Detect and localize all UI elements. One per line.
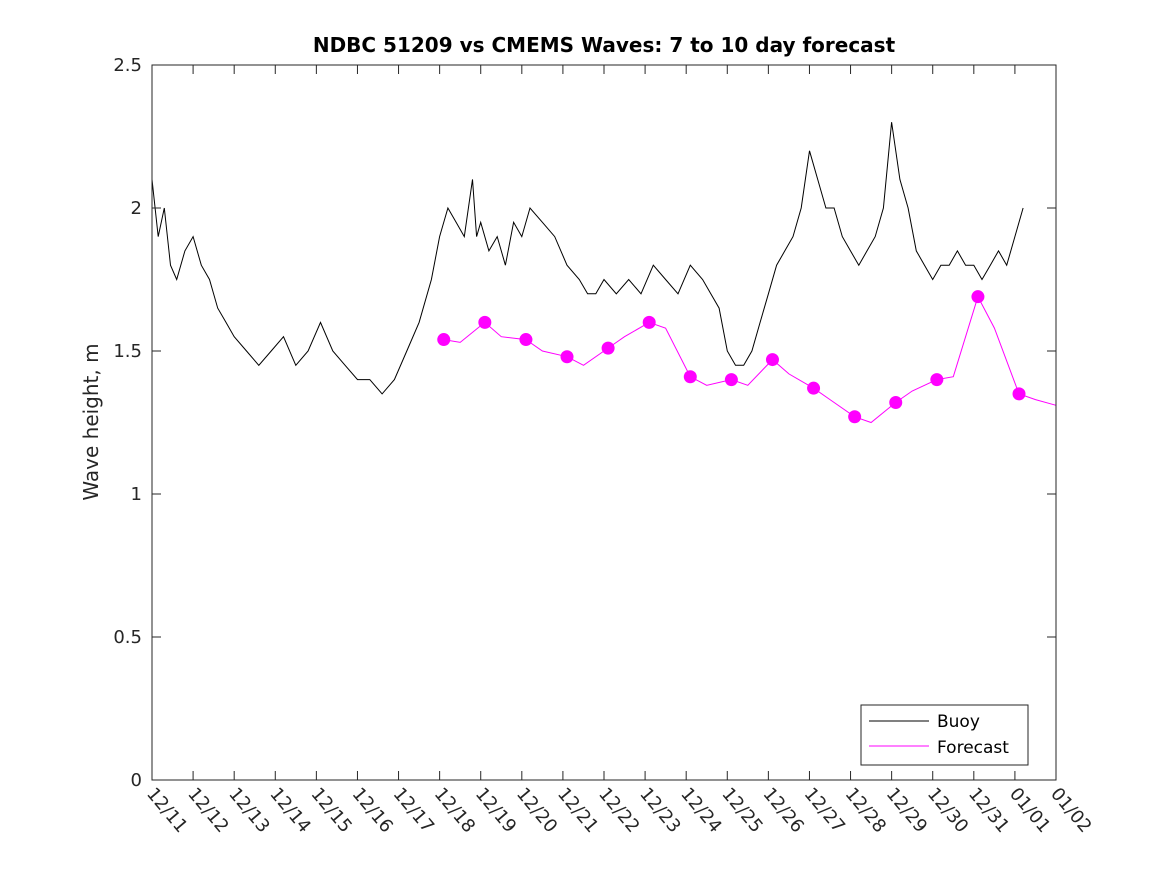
forecast-marker (683, 370, 697, 384)
x-tick-label: 12/25 (717, 784, 766, 837)
forecast-marker (437, 333, 451, 347)
x-tick-label: 12/21 (553, 784, 602, 837)
y-axis-label: Wave height, m (79, 343, 103, 500)
x-tick-label: 12/12 (183, 784, 232, 837)
forecast-marker (930, 373, 944, 387)
x-tick-label: 12/30 (923, 784, 972, 837)
x-tick-label: 12/31 (964, 784, 1013, 837)
forecast-marker (971, 290, 985, 304)
x-tick-label: 12/19 (471, 784, 520, 837)
x-tick-label: 12/27 (800, 784, 849, 837)
x-tick-label: 12/16 (348, 784, 397, 837)
x-tick-label: 12/20 (512, 784, 561, 837)
x-tick-label: 01/02 (1046, 784, 1095, 837)
x-tick-label: 12/15 (307, 784, 356, 837)
forecast-marker (1012, 387, 1026, 401)
x-tick-label: 12/22 (594, 784, 643, 837)
x-tick-label: 12/13 (224, 784, 273, 837)
x-tick-label: 12/23 (635, 784, 684, 837)
x-tick-label: 12/18 (430, 784, 479, 837)
x-tick-label: 12/11 (142, 784, 191, 837)
forecast-marker (724, 373, 738, 387)
y-tick-label: 2 (131, 198, 142, 219)
legend-buoy-label: Buoy (937, 712, 980, 732)
forecast-marker (560, 350, 574, 364)
forecast-marker (642, 315, 656, 329)
chart-title: NDBC 51209 vs CMEMS Waves: 7 to 10 day f… (313, 33, 896, 57)
forecast-marker (889, 395, 903, 409)
x-tick-label: 12/28 (841, 784, 890, 837)
x-tick-label: 12/14 (265, 784, 314, 837)
legend-forecast-label: Forecast (937, 738, 1009, 758)
y-tick-label: 1.5 (113, 341, 142, 362)
forecast-marker (601, 341, 615, 355)
forecast-marker (478, 315, 492, 329)
forecast-marker (848, 410, 862, 424)
x-tick-label: 01/01 (1005, 784, 1054, 837)
plot-area (152, 65, 1056, 780)
legend: Buoy Forecast (860, 704, 1029, 766)
y-tick-label: 0.5 (113, 627, 142, 648)
forecast-marker (807, 381, 821, 395)
x-tick-label: 12/24 (676, 784, 725, 837)
legend-box (860, 704, 1029, 766)
forecast-marker (519, 333, 533, 347)
series-layer (151, 122, 1057, 424)
y-tick-label: 1 (131, 484, 142, 505)
forecast-marker (765, 353, 779, 367)
x-tick-label: 12/29 (882, 784, 931, 837)
y-tick-label: 0 (131, 770, 142, 791)
series-line-forecast (443, 295, 1057, 424)
series-line-buoy (151, 122, 1024, 395)
x-tick-label: 12/26 (759, 784, 808, 837)
x-tick-label: 12/17 (389, 784, 438, 837)
y-tick-label: 2.5 (113, 55, 142, 76)
